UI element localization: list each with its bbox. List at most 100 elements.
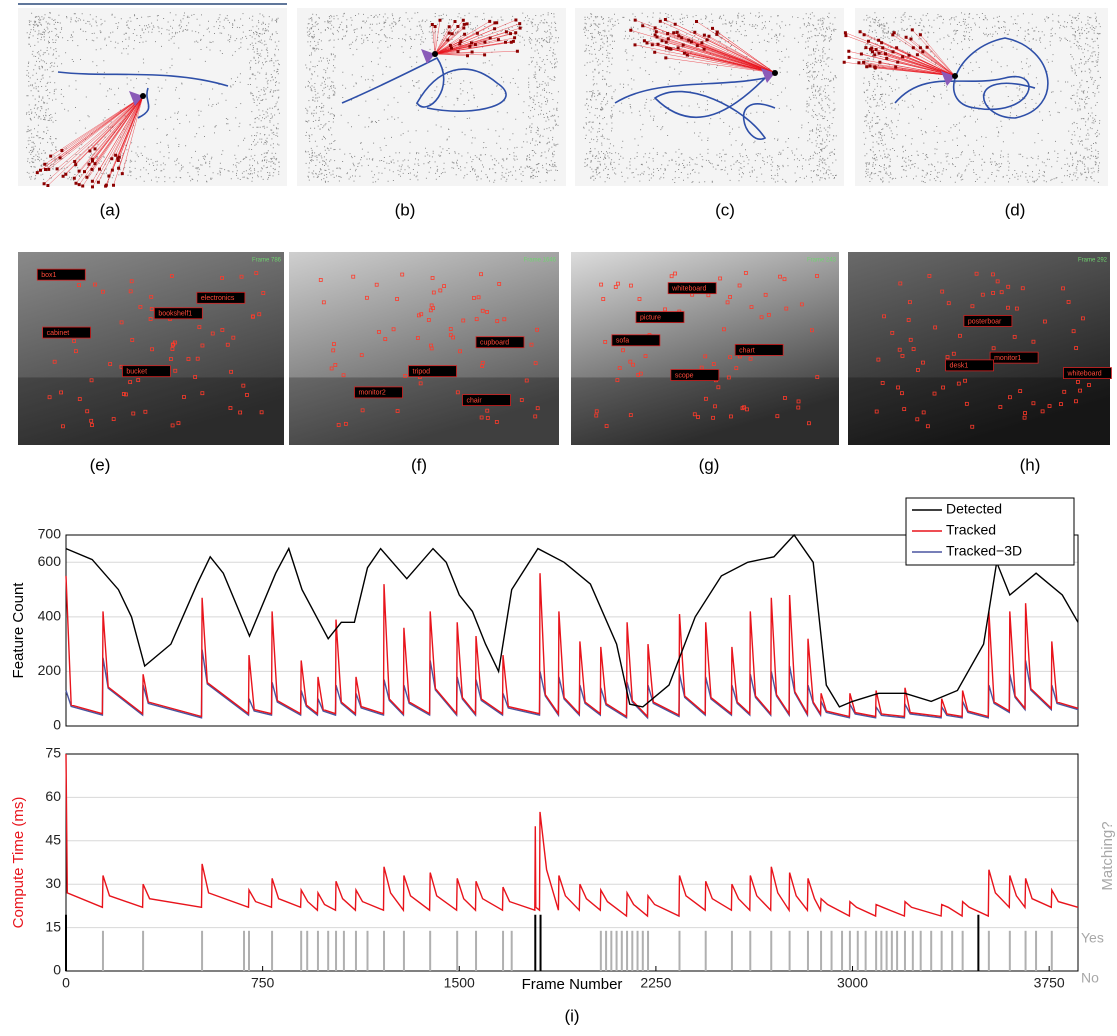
feature-point [963,378,967,383]
matching-bar [101,930,104,971]
feature-point [1031,401,1036,406]
feature-point [911,347,916,351]
feature-point [200,343,205,348]
feature-point [149,294,154,299]
x-tick-label: 3000 [837,975,868,991]
label-box [36,268,86,281]
feature-point [494,420,499,424]
matching-bar [896,930,899,971]
x-tick-label: 0 [62,975,70,991]
map-panel [18,8,287,189]
matching-bar [620,930,623,971]
feature-point [176,421,181,426]
feature-point [170,347,175,352]
feature-point [430,276,435,280]
plot-frame [65,753,1079,972]
feature-point [431,306,435,311]
feature-point [131,411,136,416]
map-features [35,147,124,189]
feature-point [628,413,633,417]
object-label: monitor1 [994,355,1021,362]
feature-point [637,297,642,301]
feature-point [148,317,153,321]
feature-point [77,397,82,401]
feature-point [925,424,930,429]
feature-point [149,307,154,311]
feature-point [1081,316,1085,321]
map-panel [842,8,1108,186]
y-tick-label: 400 [38,608,62,624]
x-tick-label: 1500 [444,975,475,991]
feature-point [711,415,715,420]
matching-bar [930,930,933,971]
feature-point [391,327,396,332]
feature-point [890,330,895,335]
feature-point [783,396,787,400]
map-row: (a) (b) (c) (d) [18,8,1108,219]
map-features [842,28,929,70]
label-box [475,336,525,349]
feature-point [400,272,405,277]
feature-point [111,417,116,421]
feature-point [461,318,466,323]
matching-bar [977,914,980,971]
matching-bar [247,930,250,971]
feature-point [745,407,749,412]
feature-point [519,398,524,402]
feature-point [896,385,900,390]
feature-point [231,335,236,340]
camera-center [772,70,778,76]
matching-bar [539,914,542,971]
feature-point [257,312,262,317]
feature-point [485,416,490,420]
matching-bar [636,930,639,971]
object-label: picture [640,314,661,321]
feature-point [704,396,708,401]
feature-point [261,291,266,295]
map-points [305,12,559,183]
feature-rays [37,95,144,188]
feature-point [621,348,625,353]
feature-point [220,328,225,332]
feature-point [974,271,979,276]
feature-point [90,423,94,427]
feature-point [130,338,135,342]
label-box [635,311,685,324]
feature-point [245,393,249,397]
feature-point [1074,346,1079,350]
feature-point [150,347,154,352]
feature-point [121,392,126,396]
feature-point [502,317,507,322]
feature-point [980,292,985,297]
matching-bar [749,930,752,971]
camera-image: Frame 1646 cupboard tripod monitor2 chair [289,252,559,445]
feature-point [474,317,479,322]
feature-point [763,292,768,297]
matching-bar [201,930,204,971]
feature-point [874,409,879,414]
feature-point [927,273,932,278]
feature-point [351,274,356,279]
feature-point [995,279,1000,284]
y-tick-label: 75 [45,745,61,761]
matching-bar [919,930,922,971]
feature-point [915,417,920,422]
feature-point [882,314,886,319]
object-label: box1 [41,272,56,279]
feature-point [669,274,674,279]
matching-bar [243,930,246,971]
feature-point [902,407,907,412]
feature-point [775,414,780,419]
feature-point [238,410,243,415]
object-label: desk1 [950,363,969,370]
matching-bar [788,930,791,971]
feature-point [1066,300,1071,304]
feature-point [725,300,730,305]
matching-bar [806,930,809,971]
series-line [65,573,1079,719]
feature-point [1020,286,1025,291]
object-label: sofa [616,338,629,345]
feature-point [663,307,667,312]
series-line [65,649,1079,720]
